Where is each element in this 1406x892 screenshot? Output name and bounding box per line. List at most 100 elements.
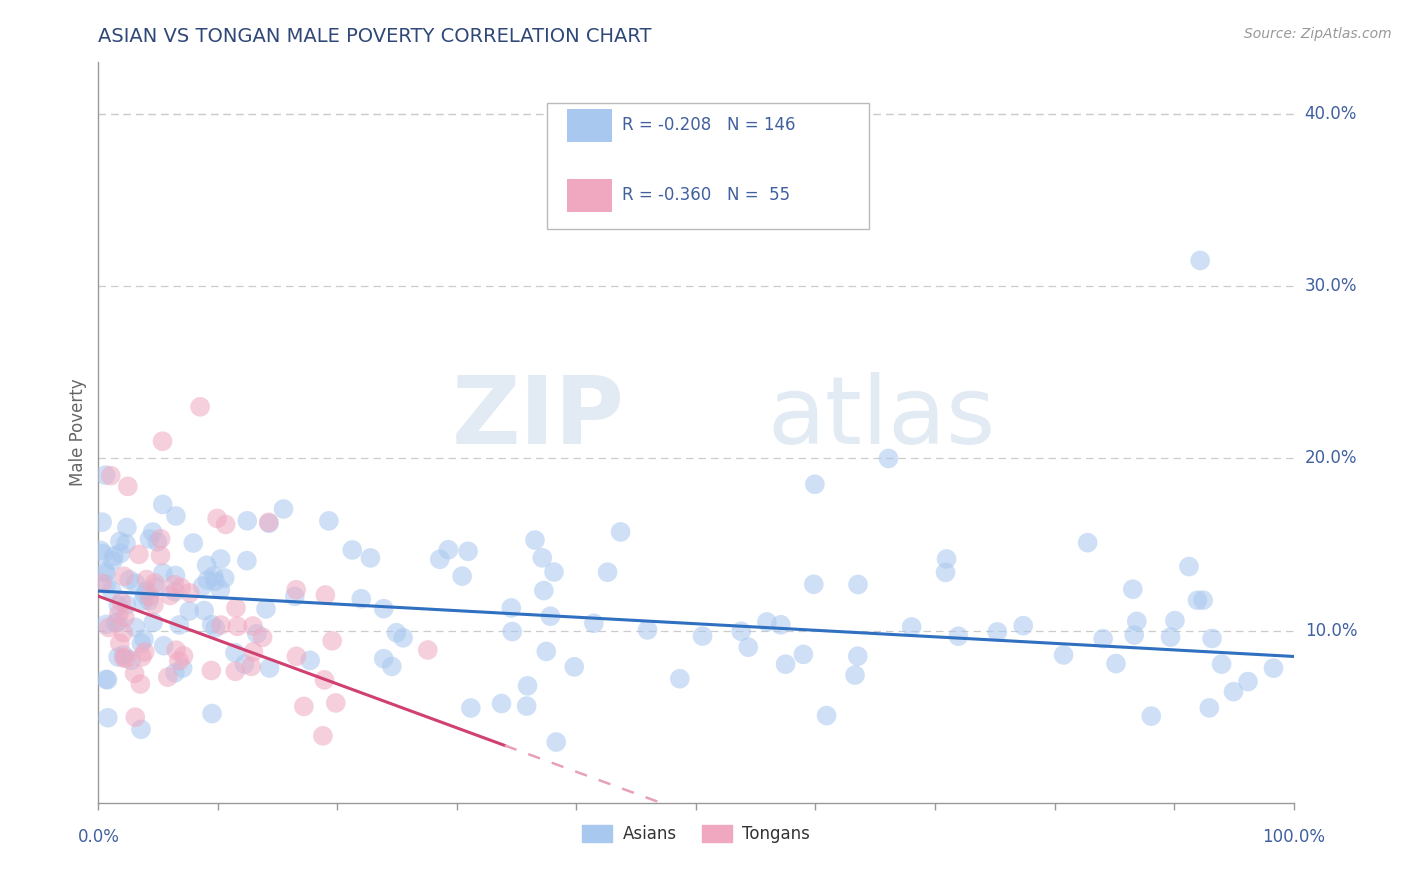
Point [117, 479, 139, 493]
Point [163, 577, 186, 591]
Point [131, 636, 153, 650]
Point [107, 599, 129, 613]
Point [112, 625, 135, 640]
Point [536, 644, 558, 658]
Point [236, 554, 259, 568]
Point [285, 582, 308, 597]
Point [350, 591, 373, 606]
Bar [567, 178, 613, 212]
Point [692, 629, 714, 643]
Point [246, 626, 269, 640]
Point [156, 670, 179, 684]
Point [900, 620, 922, 634]
Point [138, 593, 160, 607]
Point [804, 477, 827, 491]
Point [128, 547, 150, 561]
Point [214, 571, 236, 585]
Point [124, 576, 146, 591]
Text: ZIP: ZIP [451, 372, 624, 464]
Point [134, 645, 156, 659]
Point [124, 666, 146, 681]
Point [451, 569, 474, 583]
Text: 10.0%: 10.0% [1305, 622, 1357, 640]
Point [325, 696, 347, 710]
Point [152, 639, 174, 653]
Point [104, 615, 127, 630]
Text: 20.0%: 20.0% [1305, 450, 1357, 467]
Point [373, 651, 395, 665]
Point [342, 543, 364, 558]
Point [181, 536, 204, 550]
Point [321, 633, 343, 648]
Point [1012, 618, 1035, 632]
Point [242, 645, 264, 659]
Point [240, 659, 263, 673]
Point [755, 615, 778, 629]
Point [146, 534, 169, 549]
Point [191, 579, 214, 593]
Point [314, 673, 336, 687]
Point [145, 581, 167, 595]
Point [134, 588, 156, 602]
Point [205, 511, 228, 525]
Point [935, 566, 957, 580]
Point [637, 623, 659, 637]
Point [179, 604, 201, 618]
Point [385, 625, 408, 640]
Point [97, 711, 120, 725]
Point [381, 659, 404, 673]
Text: atlas: atlas [768, 372, 995, 464]
Point [188, 400, 211, 414]
Point [877, 451, 900, 466]
Point [120, 653, 142, 667]
Point [1263, 661, 1285, 675]
Point [523, 533, 546, 547]
Point [91, 547, 114, 561]
Point [135, 583, 157, 598]
Point [94, 565, 117, 579]
Point [1092, 632, 1115, 646]
Point [165, 643, 187, 657]
Point [986, 624, 1008, 639]
Point [596, 565, 619, 579]
Point [1052, 648, 1074, 662]
Point [299, 653, 322, 667]
Point [107, 615, 129, 630]
Point [844, 668, 866, 682]
Point [149, 549, 172, 563]
Point [948, 629, 970, 643]
Point [201, 617, 224, 632]
Point [935, 552, 957, 566]
Point [257, 516, 280, 530]
Point [110, 595, 132, 609]
Point [460, 701, 482, 715]
Text: R = -0.360   N =  55: R = -0.360 N = 55 [621, 186, 790, 204]
Point [143, 576, 166, 591]
Text: 100.0%: 100.0% [1263, 828, 1324, 846]
Legend: Asians, Tongans: Asians, Tongans [576, 819, 815, 850]
Point [225, 600, 247, 615]
Point [112, 651, 135, 665]
FancyBboxPatch shape [547, 103, 869, 229]
Point [254, 602, 277, 616]
Point [135, 573, 157, 587]
Point [201, 706, 224, 721]
Point [97, 673, 120, 687]
Point [312, 729, 335, 743]
Point [101, 583, 124, 598]
Point [165, 509, 187, 524]
Point [582, 616, 605, 631]
Point [112, 569, 135, 583]
Point [292, 699, 315, 714]
Point [107, 650, 129, 665]
Point [100, 468, 122, 483]
Point [437, 542, 460, 557]
Point [129, 677, 152, 691]
Point [179, 586, 201, 600]
Point [226, 619, 249, 633]
Point [846, 649, 869, 664]
Point [429, 552, 451, 566]
Point [284, 590, 307, 604]
Point [233, 657, 256, 672]
Point [202, 569, 225, 583]
